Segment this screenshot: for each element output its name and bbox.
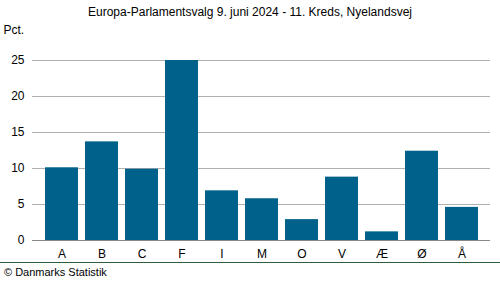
svg-text:5: 5 — [18, 197, 25, 211]
svg-text:C: C — [138, 247, 147, 261]
svg-text:I: I — [220, 247, 223, 261]
html-text:Europa-Parlamentsvalg 9. juni: Europa-Parlamentsvalg 9. juni 2024 - 11.… — [88, 5, 412, 19]
svg-text:V: V — [338, 247, 346, 261]
svg-text:A: A — [58, 247, 66, 261]
svg-text:Pct.: Pct. — [4, 23, 25, 37]
svg-text:Å: Å — [458, 246, 466, 261]
svg-text:25: 25 — [11, 53, 25, 67]
svg-text:O: O — [297, 247, 306, 261]
svg-text:10: 10 — [11, 161, 25, 175]
svg-text:B: B — [98, 247, 106, 261]
html-text:© Danmarks Statistik: © Danmarks Statistik — [4, 266, 107, 278]
svg-text:F: F — [178, 247, 185, 261]
svg-text:Æ: Æ — [376, 247, 388, 261]
svg-text:0: 0 — [18, 233, 25, 247]
svg-text:Ø: Ø — [417, 247, 426, 261]
svg-text:20: 20 — [11, 89, 25, 103]
svg-text:15: 15 — [11, 125, 25, 139]
svg-text:M: M — [257, 247, 267, 261]
